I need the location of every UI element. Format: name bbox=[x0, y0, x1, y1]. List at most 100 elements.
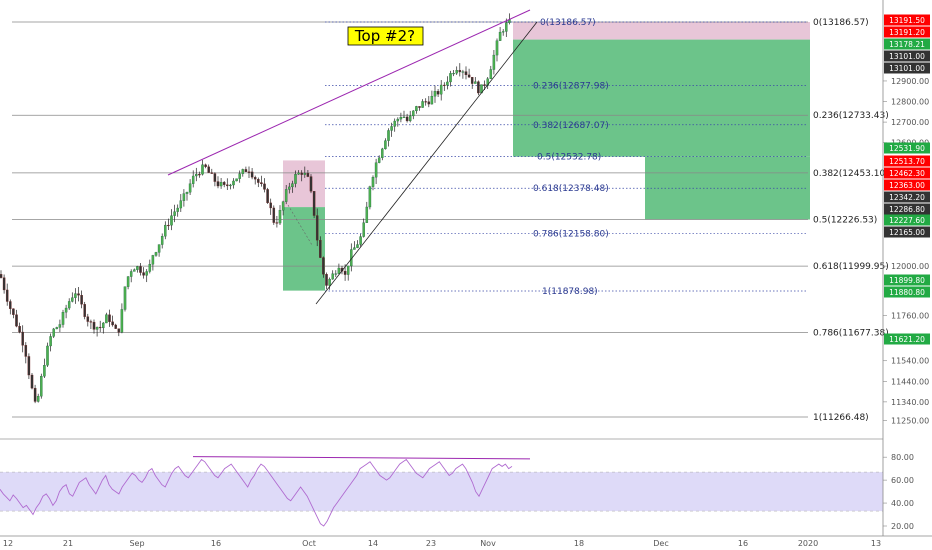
trendline-upper bbox=[167, 9, 531, 176]
candle-body-66 bbox=[204, 164, 207, 167]
price-tag-text-12: 12165.00 bbox=[889, 228, 925, 237]
price-tag-text-10: 12286.80 bbox=[889, 205, 925, 214]
price-tag-bg-11 bbox=[884, 214, 930, 226]
candle-body-19 bbox=[58, 324, 62, 328]
candle-body-132 bbox=[408, 115, 412, 122]
candle-body-147 bbox=[455, 70, 458, 74]
candle-body-145 bbox=[449, 73, 452, 83]
candle-body-115 bbox=[356, 244, 359, 248]
rsi-panel bbox=[0, 438, 883, 527]
price-tag-text-14: 11880.80 bbox=[889, 288, 925, 297]
candle-body-161 bbox=[498, 31, 502, 41]
time-tick-label-0: 12 bbox=[3, 539, 13, 548]
price-tag-text-4: 13101.00 bbox=[889, 64, 925, 73]
price-tag-bg-1 bbox=[884, 26, 930, 38]
candle-body-68 bbox=[210, 172, 214, 174]
candle-body-9 bbox=[27, 356, 31, 376]
time-tick-label-5: 14 bbox=[368, 539, 378, 548]
candle-body-72 bbox=[222, 182, 226, 185]
candle-body-108 bbox=[334, 273, 338, 275]
price-tag-bg-0 bbox=[884, 14, 930, 26]
candle-body-151 bbox=[467, 74, 471, 78]
price-tag-bg-13 bbox=[884, 274, 930, 286]
candle-body-92 bbox=[284, 189, 288, 202]
candle-body-13 bbox=[40, 376, 43, 397]
time-tick-label-1: 21 bbox=[63, 539, 73, 548]
candle-body-116 bbox=[359, 236, 362, 245]
candle-body-82 bbox=[253, 177, 257, 180]
price-tag-bg-8 bbox=[884, 179, 930, 191]
fib-wide-label-2: 0.382(12453.10) bbox=[813, 169, 889, 179]
candle-body-49 bbox=[151, 255, 155, 265]
fib-narrow-label-6: 1(11878.98) bbox=[542, 287, 598, 297]
price-tag-text-8: 12363.00 bbox=[889, 181, 925, 190]
candle-body-51 bbox=[157, 244, 161, 253]
candle-body-112 bbox=[346, 265, 350, 275]
time-tick-label-10: 16 bbox=[738, 539, 748, 548]
candle-body-39 bbox=[120, 309, 124, 333]
price-tag-bg-6 bbox=[884, 155, 930, 167]
candle-body-20 bbox=[61, 312, 65, 325]
candle-body-48 bbox=[148, 264, 152, 272]
candle-body-105 bbox=[325, 274, 328, 286]
candle-body-28 bbox=[86, 316, 90, 322]
candle-body-24 bbox=[74, 293, 77, 298]
candle-body-7 bbox=[21, 331, 24, 346]
fib-narrow-label-3: 0.5(12532.78) bbox=[537, 152, 601, 162]
candle-body-62 bbox=[191, 175, 195, 184]
fib-narrow-label-2: 0.382(12687.07) bbox=[533, 121, 609, 131]
candle-body-76 bbox=[235, 178, 238, 182]
candle-body-15 bbox=[46, 345, 49, 366]
candle-body-32 bbox=[98, 326, 102, 329]
price-tag-text-3: 13101.00 bbox=[889, 52, 925, 61]
candle-body-135 bbox=[418, 106, 421, 108]
annotation-box bbox=[347, 26, 424, 46]
candle-body-6 bbox=[18, 325, 21, 333]
candle-body-103 bbox=[319, 240, 322, 258]
fib-wide-label-1: 0.236(12733.43) bbox=[813, 111, 889, 121]
rsi-tick-label-2: 40.00 bbox=[891, 499, 914, 508]
price-tag-text-5: 12531.90 bbox=[889, 144, 925, 153]
candle-body-47 bbox=[145, 271, 148, 276]
candle-body-93 bbox=[288, 186, 291, 190]
candle-body-22 bbox=[67, 301, 71, 309]
candle-body-118 bbox=[365, 206, 369, 223]
candle-body-59 bbox=[182, 193, 186, 201]
candle-body-144 bbox=[446, 81, 449, 86]
fib-wide-label-6: 1(11266.48) bbox=[813, 413, 869, 423]
time-tick-label-9: Dec bbox=[653, 539, 668, 548]
candle-body-156 bbox=[483, 84, 486, 86]
fib-narrow-label-1: 0.236(12877.98) bbox=[533, 81, 609, 91]
price-tag-bg-5 bbox=[884, 142, 930, 154]
price-tick-label-8: 11440.00 bbox=[891, 377, 929, 386]
candle-body-60 bbox=[185, 192, 189, 194]
time-tick-label-4: Oct bbox=[302, 539, 316, 548]
rsi-line bbox=[0, 458, 513, 527]
candle-body-63 bbox=[195, 174, 198, 177]
rsi-tick-label-0: 80.00 bbox=[891, 453, 914, 462]
candle-body-158 bbox=[489, 69, 493, 79]
trendlines bbox=[167, 9, 538, 305]
candle-body-26 bbox=[80, 295, 83, 305]
price-tick-label-1: 12900.00 bbox=[891, 77, 929, 86]
candle-body-123 bbox=[381, 148, 384, 158]
candle-body-1 bbox=[2, 277, 6, 291]
candle-body-16 bbox=[49, 336, 52, 347]
candle-body-80 bbox=[247, 171, 251, 173]
candle-body-90 bbox=[278, 210, 282, 224]
candle-body-128 bbox=[396, 118, 400, 122]
candle-body-30 bbox=[92, 321, 96, 330]
candle-body-133 bbox=[412, 110, 415, 117]
fib-zone-top-red bbox=[513, 22, 810, 40]
fib-narrow-label-0: 0(13186.57) bbox=[540, 18, 596, 28]
fib-wide-label-5: 0.786(11677.38) bbox=[813, 328, 889, 338]
candle-body-126 bbox=[390, 126, 393, 131]
price-tag-bg-10 bbox=[884, 203, 930, 215]
time-tick-label-12: 13 bbox=[871, 539, 881, 548]
price-tag-text-2: 13178.21 bbox=[889, 40, 925, 49]
candle-body-3 bbox=[9, 301, 12, 309]
time-tick-label-6: 23 bbox=[426, 539, 436, 548]
candle-body-45 bbox=[139, 266, 142, 273]
candle-body-37 bbox=[114, 324, 117, 329]
